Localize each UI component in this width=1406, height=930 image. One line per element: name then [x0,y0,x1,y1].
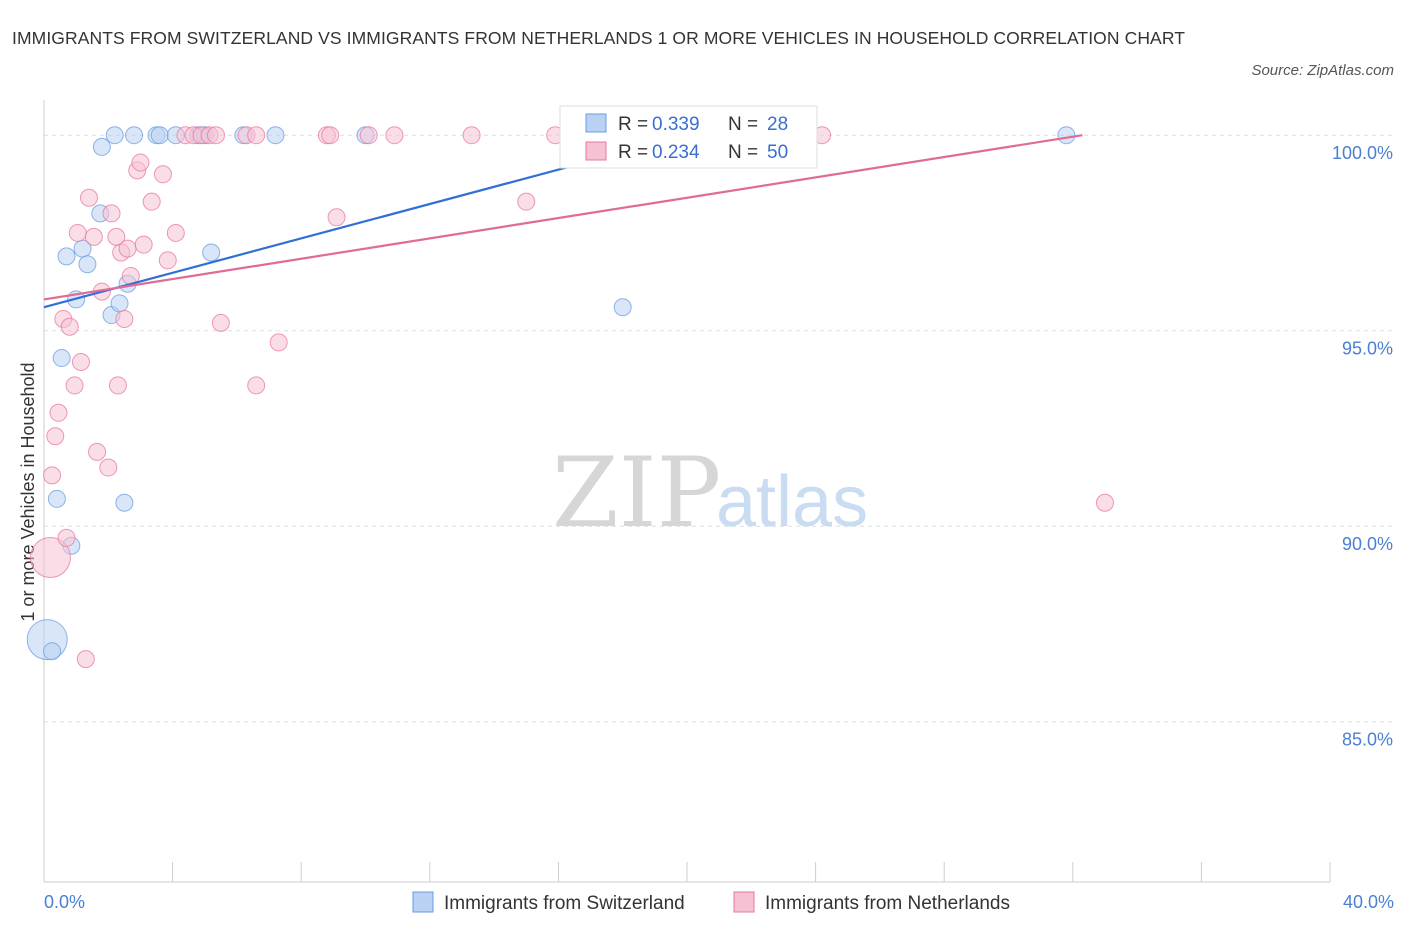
point-netherlands [321,126,340,145]
point-netherlands [359,126,378,145]
point-netherlands [60,317,79,336]
point-switzerland [78,255,97,274]
y-tick-label: 90.0% [1342,534,1393,554]
x-ticks [43,862,1331,882]
point-netherlands [88,442,107,461]
point-netherlands [108,376,127,395]
point-netherlands [462,126,481,145]
point-netherlands [158,251,177,270]
point-netherlands [76,650,95,669]
point-switzerland [57,247,76,266]
point-switzerland [150,126,169,145]
point-netherlands [118,239,137,258]
point-switzerland [110,294,129,313]
x-tick-label-min: 0.0% [44,892,85,912]
stats-n-label: N = [728,114,758,135]
stats-n-value: 50 [767,142,788,163]
legend-label-switzerland: Immigrants from Switzerland [444,893,685,914]
legend-swatch-netherlands [733,891,755,913]
grid-lines [44,134,1394,723]
chart-title: IMMIGRANTS FROM SWITZERLAND VS IMMIGRANT… [12,28,1186,48]
point-netherlands [49,403,68,422]
y-tick-label: 85.0% [1342,730,1393,750]
point-switzerland [202,243,221,262]
stats-r-label: R = [618,142,648,163]
stats-r-value: 0.234 [652,142,700,163]
point-netherlands [517,192,536,211]
stats-box: R = 0.339 N = 28 R = 0.234 N = 50 [559,105,818,169]
point-switzerland [92,137,111,156]
trend-line-netherlands [43,134,1083,301]
point-netherlands [57,528,76,547]
stats-swatch-switzerland [585,113,607,133]
point-netherlands [65,376,84,395]
stats-n-value: 28 [767,114,788,135]
point-netherlands [247,376,266,395]
point-netherlands [269,333,288,352]
point-netherlands [29,536,71,578]
watermark-atlas: atlas [716,462,868,542]
point-switzerland [43,642,62,661]
y-axis-label: 1 or more Vehicles in Household [18,362,38,621]
point-netherlands [71,352,90,371]
point-netherlands [385,126,404,145]
point-netherlands [102,204,121,223]
point-netherlands [115,309,134,328]
chart-source: Source: ZipAtlas.com [1251,62,1394,79]
point-switzerland [52,349,71,368]
point-netherlands [80,188,99,207]
point-switzerland [125,126,144,145]
legend: Immigrants from Switzerland Immigrants f… [412,891,1010,914]
stats-r-label: R = [618,114,648,135]
stats-swatch-netherlands [585,141,607,161]
watermark-zip: ZIP [552,437,721,549]
data-points [26,126,1114,669]
point-netherlands [247,126,266,145]
point-netherlands [327,208,346,227]
point-netherlands [43,466,62,485]
y-tick-labels: 85.0% 90.0% 95.0% 100.0% [1332,143,1393,750]
point-netherlands [134,235,153,254]
point-netherlands [207,126,226,145]
point-netherlands [166,223,185,242]
point-switzerland [1057,126,1076,145]
point-netherlands [84,227,103,246]
point-netherlands [211,313,230,332]
point-switzerland [613,298,632,317]
stats-r-value: 0.339 [652,114,700,135]
point-netherlands [142,192,161,211]
legend-label-netherlands: Immigrants from Netherlands [765,893,1010,914]
point-netherlands [153,165,172,184]
stats-n-label: N = [728,142,758,163]
point-netherlands [131,153,150,172]
point-netherlands [99,458,118,477]
point-netherlands [68,223,87,242]
point-switzerland [105,126,124,145]
point-switzerland [115,493,134,512]
legend-swatch-switzerland [412,891,434,913]
point-switzerland [266,126,285,145]
x-tick-label-max: 40.0% [1343,892,1394,912]
y-tick-label: 100.0% [1332,143,1393,163]
point-netherlands [46,427,65,446]
point-switzerland [47,489,66,508]
point-netherlands [1095,493,1114,512]
watermark: ZIP atlas [552,437,868,549]
y-tick-label: 95.0% [1342,339,1393,359]
